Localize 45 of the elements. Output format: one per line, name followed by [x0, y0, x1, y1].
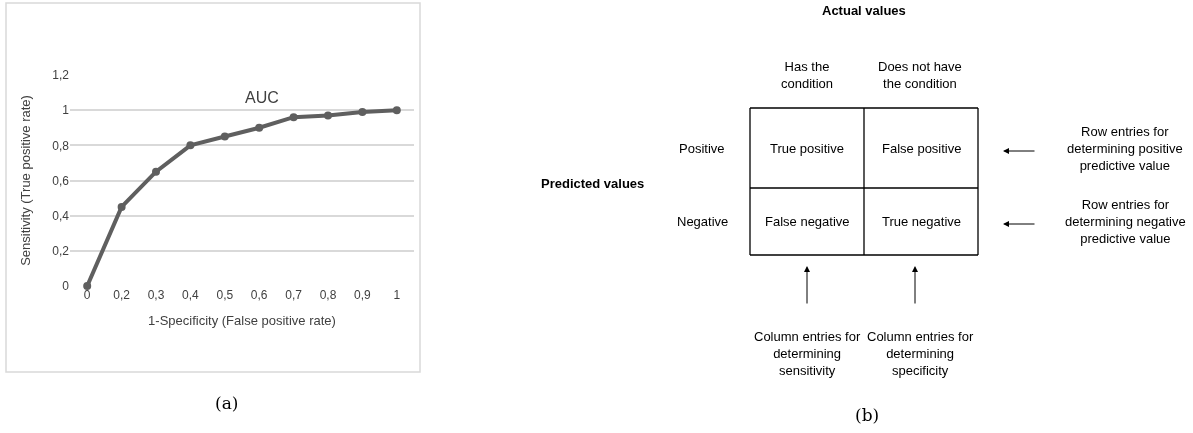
category-label: Negative [677, 214, 729, 229]
point [186, 141, 195, 150]
point [220, 132, 229, 141]
text: Row entries for determining negative predictive value [1065, 197, 1186, 246]
x-tick-label: 1 [393, 288, 401, 302]
x-tick-label: 0,6 [250, 288, 268, 302]
text: Column entries for determining sensitivity [754, 329, 861, 378]
x-tick-label: 0,3 [147, 288, 165, 302]
point [255, 123, 264, 132]
text: Actual values [822, 3, 906, 18]
y-tick-label: 0,2 [52, 244, 70, 259]
text: Row entries for determining positive predictive value [1067, 124, 1183, 173]
y-tick-label: 0,6 [52, 173, 70, 188]
x-tick-label: 0,9 [354, 288, 372, 302]
point [392, 106, 401, 115]
y-tick-label: 1 [62, 103, 70, 118]
text: Column entries for determining specificity [867, 329, 974, 378]
x-tick-label: 0,5 [216, 288, 234, 302]
text: True negative [882, 214, 962, 229]
text: (b) [855, 405, 880, 425]
y-tick-label: 1,2 [52, 68, 70, 83]
x-tick-label: 0,7 [285, 288, 303, 302]
category-label: Has the condition [781, 59, 834, 91]
point [324, 111, 332, 120]
category-label: Positive [679, 141, 725, 156]
point [358, 107, 367, 116]
text: True positive [770, 141, 844, 156]
text: False negative [765, 214, 850, 229]
annotation: AUC [245, 89, 279, 106]
point [152, 167, 160, 176]
point [117, 202, 126, 211]
text: Predicted values [541, 176, 645, 191]
x-tick-label: 0,2 [113, 288, 131, 302]
x-tick-label: 0,8 [319, 288, 337, 302]
text: (a) [215, 393, 239, 413]
text: False positive [882, 141, 962, 156]
y-tick-label: 0,4 [52, 208, 70, 223]
category-label: Does not have the condition [878, 59, 962, 91]
point [83, 282, 92, 290]
x-tick-label: 0 [83, 288, 91, 302]
y-tick-label: 0,8 [52, 138, 70, 153]
point [289, 113, 298, 122]
x-axis-title: 1-Specificity (False positive rate) [148, 312, 336, 328]
y-axis-title: Sensitivity (True positive rate) [18, 95, 34, 266]
x-tick-label: 0,4 [182, 288, 200, 302]
